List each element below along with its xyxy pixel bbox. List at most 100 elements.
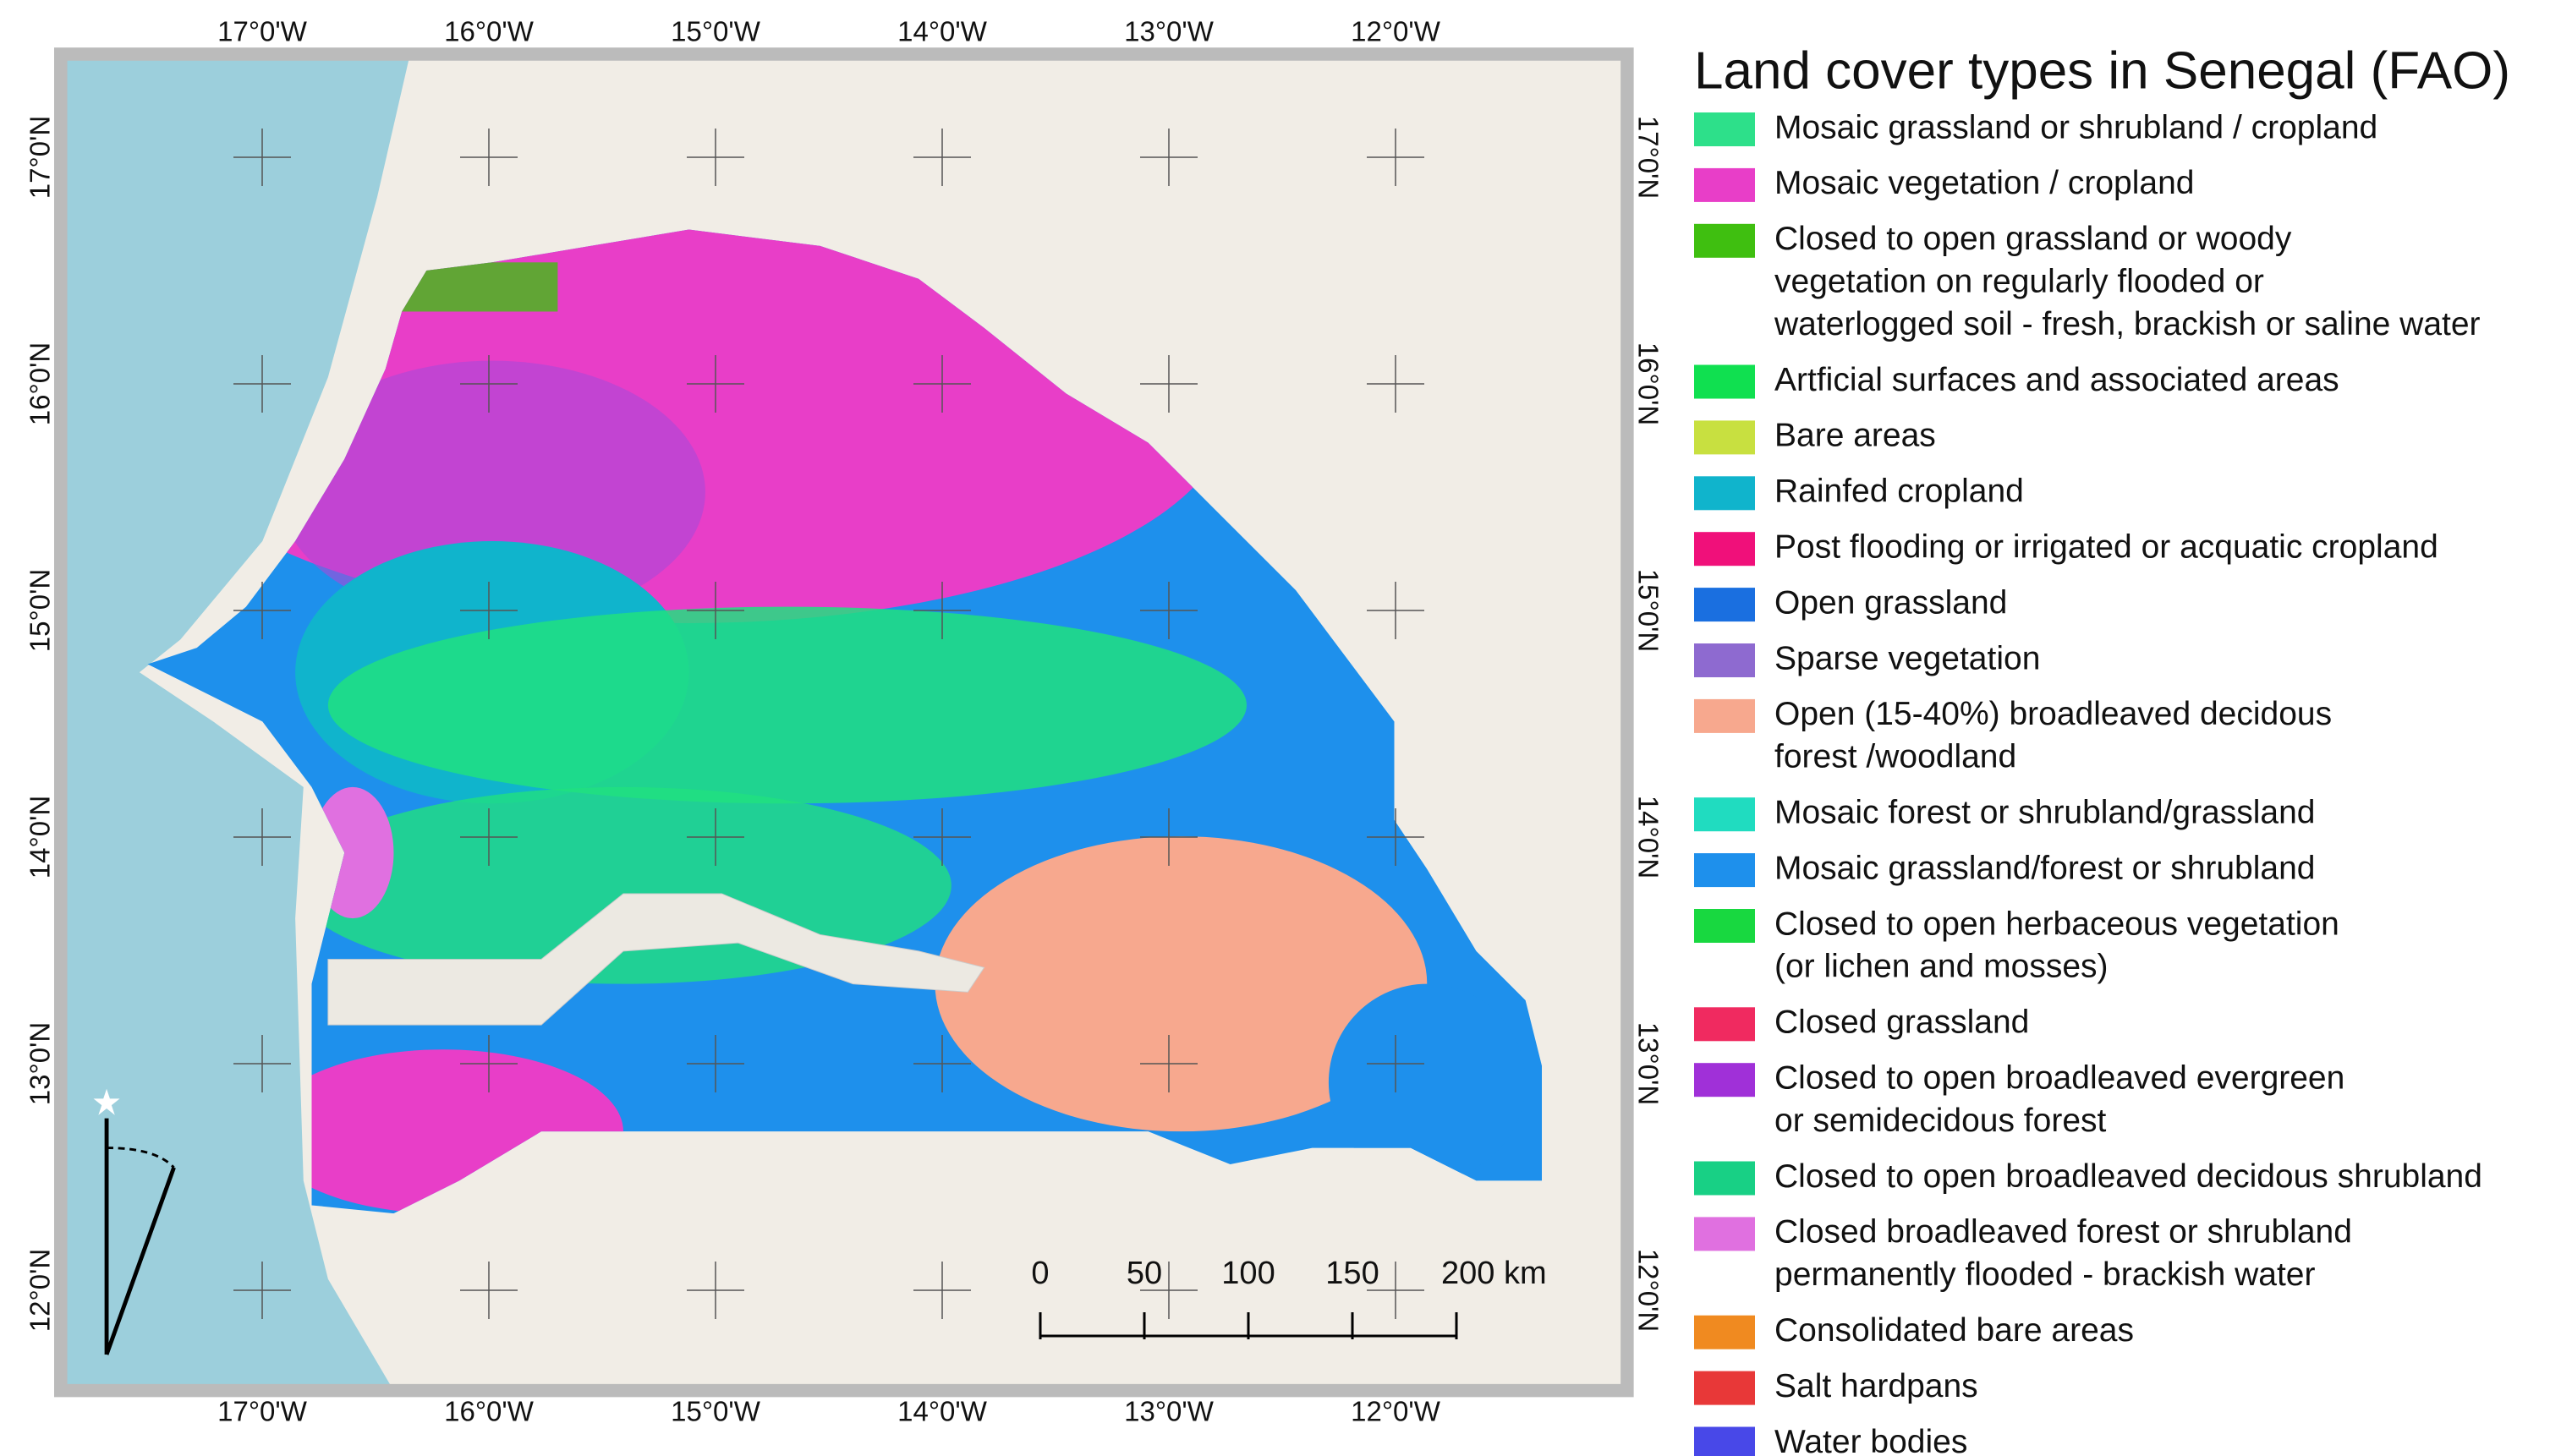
legend-swatch bbox=[1694, 588, 1755, 622]
scale-label: 100 bbox=[1221, 1256, 1275, 1291]
graticule-cross bbox=[1140, 1262, 1198, 1319]
legend-swatch bbox=[1694, 1315, 1755, 1349]
legend-swatch bbox=[1694, 420, 1755, 455]
legend-label: Mosaic grassland/forest or shrubland bbox=[1774, 850, 2315, 886]
legend-label: Post flooding or irrigated or acquatic c… bbox=[1774, 528, 2438, 565]
legend-swatch bbox=[1694, 1007, 1755, 1042]
graticule-cross bbox=[1367, 808, 1424, 866]
graticule-cross bbox=[1140, 1035, 1198, 1092]
longitude-label: 17°0'W bbox=[217, 1396, 308, 1427]
graticule-cross bbox=[233, 808, 291, 866]
graticule-cross bbox=[460, 355, 518, 413]
longitude-label: 13°0'W bbox=[1124, 1396, 1215, 1427]
legend-swatch bbox=[1694, 167, 1755, 202]
legend-swatch bbox=[1694, 1217, 1755, 1251]
longitude-label: 16°0'W bbox=[444, 16, 535, 47]
legend-label: Mosaic vegetation / cropland bbox=[1774, 165, 2194, 201]
latitude-label: 16°0'N bbox=[1632, 342, 1664, 425]
legend-label: Closed to open broadleaved decidous shru… bbox=[1774, 1158, 2482, 1195]
legend-swatch bbox=[1694, 1063, 1755, 1097]
map bbox=[54, 47, 1634, 1398]
legend-swatch bbox=[1694, 1426, 1755, 1456]
legend-label: Bare areas bbox=[1774, 418, 1936, 454]
graticule-cross bbox=[913, 1035, 971, 1092]
ocean bbox=[60, 54, 410, 1391]
graticule-cross bbox=[460, 582, 518, 639]
legend-swatch bbox=[1694, 223, 1755, 258]
graticule-cross bbox=[687, 1035, 744, 1092]
graticule-cross bbox=[687, 582, 744, 639]
graticule-cross bbox=[1367, 1262, 1424, 1319]
graticule-cross bbox=[460, 808, 518, 866]
scale-label: 200 km bbox=[1441, 1256, 1547, 1291]
longitude-label: 14°0'W bbox=[897, 16, 988, 47]
graticule-cross bbox=[913, 129, 971, 186]
graticule-cross bbox=[913, 1262, 971, 1319]
longitude-label: 15°0'W bbox=[671, 1396, 761, 1427]
latitude-label: 17°0'N bbox=[25, 116, 56, 199]
graticule-cross bbox=[1140, 129, 1198, 186]
graticule-cross bbox=[233, 355, 291, 413]
graticule-cross bbox=[1140, 582, 1198, 639]
longitude-label: 17°0'W bbox=[217, 16, 308, 47]
graticule-cross bbox=[687, 355, 744, 413]
graticule-cross bbox=[460, 129, 518, 186]
graticule-cross bbox=[233, 582, 291, 639]
latitude-label: 13°0'N bbox=[25, 1022, 56, 1105]
legend-swatch bbox=[1694, 909, 1755, 943]
north-arrow bbox=[93, 1088, 176, 1355]
legend-swatch bbox=[1694, 853, 1755, 888]
latitude-label: 13°0'N bbox=[1632, 1022, 1664, 1105]
longitude-label: 13°0'W bbox=[1124, 16, 1215, 47]
graticule-cross bbox=[460, 1035, 518, 1092]
gambia bbox=[327, 893, 985, 1026]
longitude-label: 15°0'W bbox=[671, 16, 761, 47]
legend-label: Water bodies bbox=[1774, 1424, 1967, 1456]
legend-label: Open grassland bbox=[1774, 584, 2007, 621]
legend-label: Closed to open broadleaved evergreen bbox=[1774, 1059, 2344, 1096]
legend-swatch bbox=[1694, 1371, 1755, 1405]
legend-label: Consolidated bare areas bbox=[1774, 1312, 2134, 1349]
graticule-cross bbox=[687, 129, 744, 186]
legend-label: (or lichen and mosses) bbox=[1774, 949, 2109, 985]
latitude-label: 12°0'N bbox=[1632, 1249, 1664, 1332]
graticule-cross bbox=[1367, 129, 1424, 186]
graticule-cross bbox=[913, 355, 971, 413]
graticule-cross bbox=[1140, 355, 1198, 413]
legend-label: Mosaic grassland or shrubland / cropland bbox=[1774, 109, 2377, 145]
legend-label: Rainfed cropland bbox=[1774, 473, 2024, 510]
legend-label: Sparse vegetation bbox=[1774, 640, 2040, 676]
latitude-label: 17°0'N bbox=[1632, 116, 1664, 199]
graticule-cross bbox=[687, 808, 744, 866]
legend-swatch bbox=[1694, 364, 1755, 399]
longitude-label: 12°0'W bbox=[1351, 1396, 1441, 1427]
graticule-cross bbox=[460, 1262, 518, 1319]
overlay: 17°0'W 17°0'W 16°0'W 16°0'W 15°0'W 15°0'W 14°0… bbox=[25, 16, 2510, 1456]
latitude-label: 15°0'N bbox=[25, 569, 56, 652]
scale-label: 50 bbox=[1127, 1256, 1162, 1291]
legend-label: Closed grassland bbox=[1774, 1004, 2029, 1041]
legend-label: vegetation on regularly flooded or bbox=[1774, 263, 2264, 299]
graticule-cross bbox=[1140, 808, 1198, 866]
graticule-cross bbox=[1367, 355, 1424, 413]
map-frame bbox=[54, 47, 1634, 1398]
latitude-label: 12°0'N bbox=[25, 1249, 56, 1332]
legend-title: Land cover types in Senegal (FAO) bbox=[1694, 41, 2510, 100]
longitude-label: 12°0'W bbox=[1351, 16, 1441, 47]
scale-label: 150 bbox=[1325, 1256, 1379, 1291]
legend-label: or semidecidous forest bbox=[1774, 1103, 2107, 1139]
legend-label: Salt hardpans bbox=[1774, 1368, 1978, 1404]
latitude-label: 16°0'N bbox=[25, 342, 56, 425]
legend-label: Closed broadleaved forest or shrubland bbox=[1774, 1214, 2352, 1251]
legend-label: Closed to open grassland or woody bbox=[1774, 221, 2292, 257]
graticule-cross bbox=[687, 1262, 744, 1319]
legend-label: Artficial surfaces and associated areas bbox=[1774, 362, 2339, 398]
graticule-cross bbox=[913, 808, 971, 866]
latitude-label: 14°0'N bbox=[1632, 796, 1664, 879]
legend-swatch bbox=[1694, 476, 1755, 511]
graticule-cross bbox=[913, 582, 971, 639]
scale-label: 0 bbox=[1031, 1256, 1049, 1291]
longitude-label: 14°0'W bbox=[897, 1396, 988, 1427]
